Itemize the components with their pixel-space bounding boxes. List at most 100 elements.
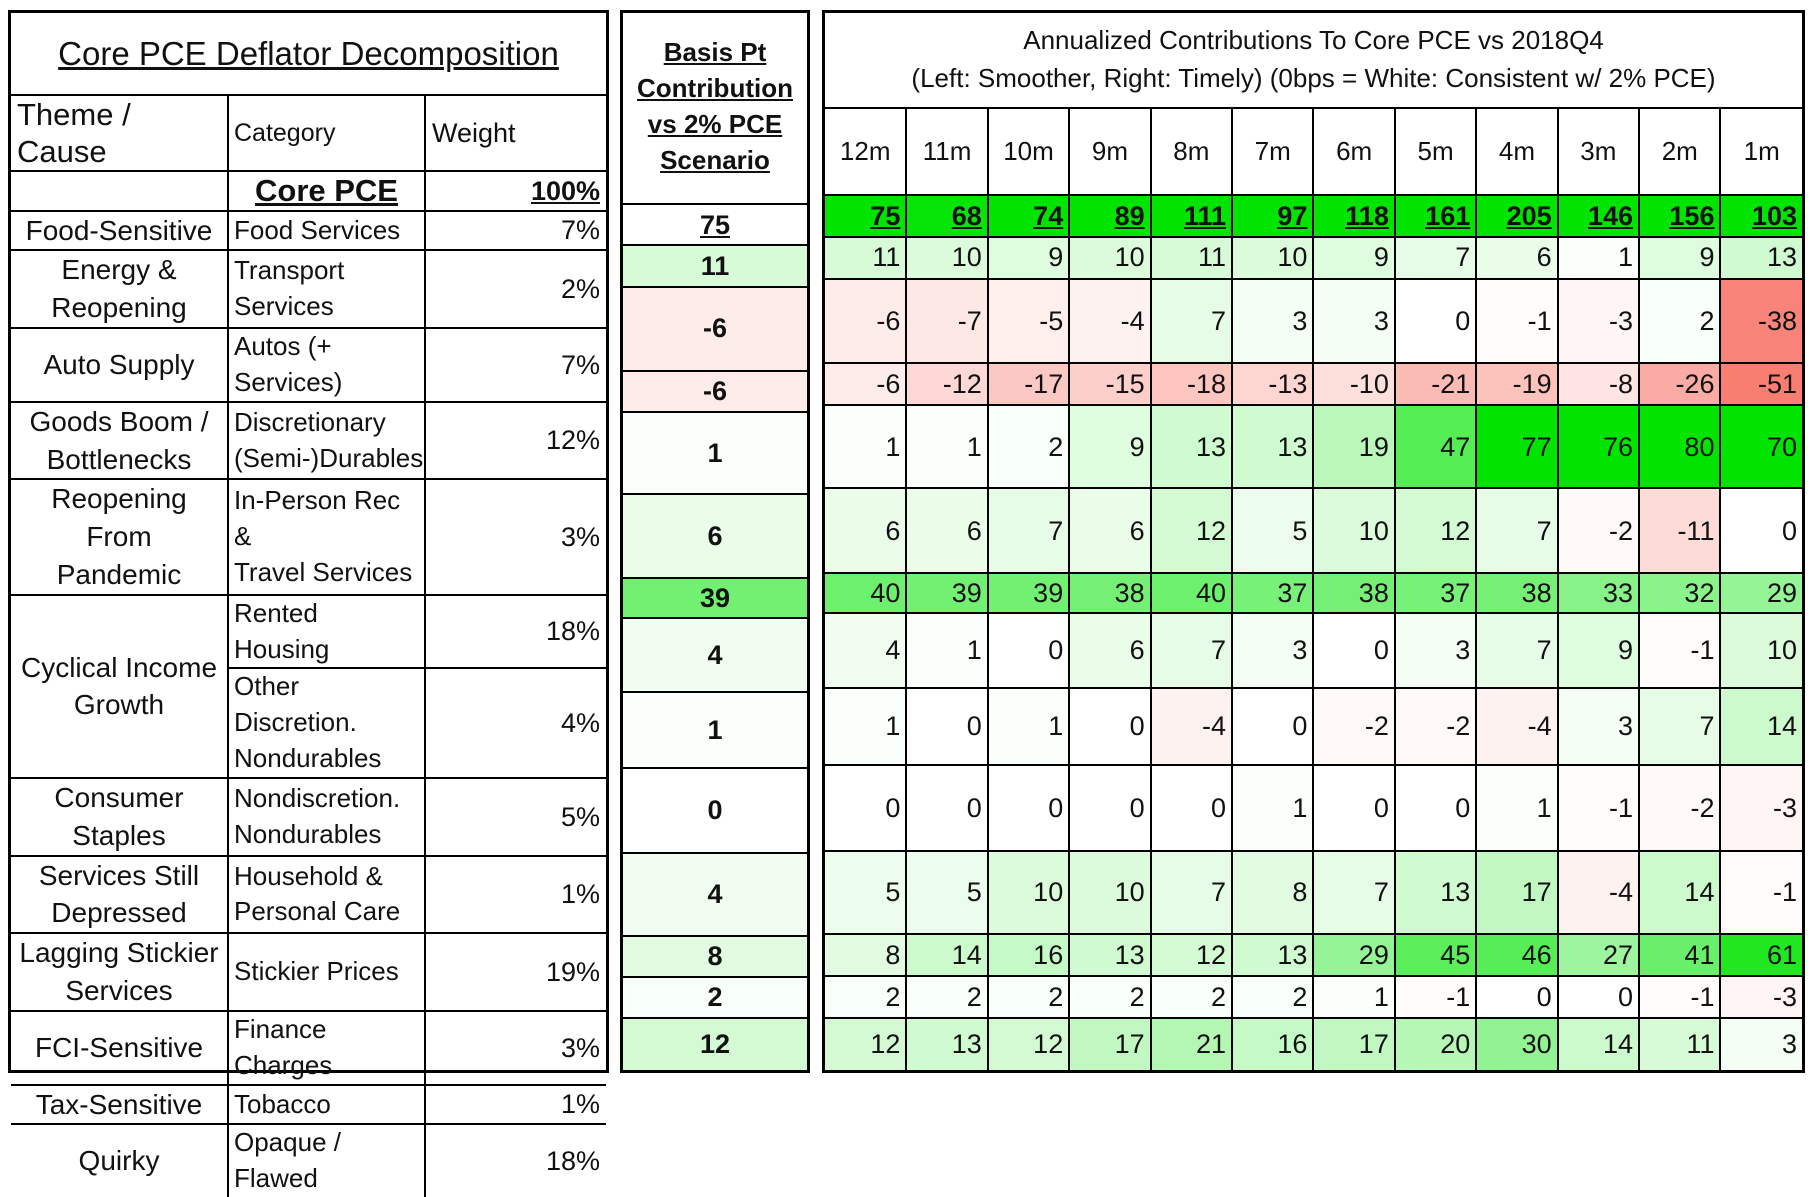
heatmap-cell: 2 <box>1068 974 1152 1019</box>
heatmap-cell: 7 <box>1149 611 1234 690</box>
table-row: Consumer Staples Nondiscretion. Nondurable… <box>11 777 606 857</box>
table-row: Other Discretion. Nondurables 4% <box>11 667 606 780</box>
core-theme-cell <box>11 170 229 212</box>
core-pce-cell: 89 <box>1068 194 1152 238</box>
basis-point-cell: 6 <box>623 493 807 580</box>
table-row: 1 <box>623 410 807 496</box>
table-row: FCI-Sensitive Finance Charges 3% <box>11 1009 606 1086</box>
category-cell: Transport Services <box>227 249 426 329</box>
category-cell: In-Person Rec & Travel Services <box>227 478 426 596</box>
category-cell: Nondiscretion. Nondurables <box>227 777 426 857</box>
theme-cell: Cyclical Income Growth <box>11 593 229 780</box>
category-line-2: Nondurables <box>234 818 382 849</box>
basis-point-table: Basis Pt Contribution vs 2% PCE Scenario… <box>623 13 807 1070</box>
heatmap-cell: 0 <box>1068 687 1152 766</box>
heatmap-cell: -2 <box>1638 763 1722 852</box>
weight-cell: 5% <box>424 777 606 857</box>
heatmap-cell: 7 <box>1638 687 1722 766</box>
heatmap-cell: 11 <box>1149 235 1234 280</box>
core-pce-cell: 111 <box>1149 194 1234 238</box>
heatmap-cell: 8 <box>825 933 908 977</box>
table-row: Tax-Sensitive Tobacco 1% <box>11 1083 606 1126</box>
core-pce-cell: 103 <box>1719 194 1802 238</box>
heatmap-cell: 37 <box>1231 572 1315 614</box>
heatmap-cell: -6 <box>825 277 908 365</box>
heatmap-cell: -1 <box>1638 974 1722 1019</box>
theme-line-2: Services <box>65 975 173 1007</box>
heatmap-cell: 3 <box>1312 277 1396 365</box>
heatmap-cell: -8 <box>1556 362 1641 406</box>
table-row: Reopening From Pandemic In-Person Rec & Tra… <box>11 478 606 596</box>
weight-cell: 3% <box>424 478 606 596</box>
heatmap-cell: 46 <box>1475 933 1559 977</box>
heatmap-cell: 30 <box>1475 1016 1559 1070</box>
basis-point-cell: -6 <box>623 285 807 372</box>
heatmap-cell: -17 <box>986 362 1071 406</box>
period-header-10m: 10m <box>986 107 1071 197</box>
heatmap-cell: 2 <box>986 403 1071 490</box>
heatmap-cell: 45 <box>1393 933 1478 977</box>
heatmap-cell: 1 <box>905 611 989 690</box>
core-pce-weight: 100% <box>424 170 606 212</box>
theme-line-2: Growth <box>73 689 165 721</box>
heatmap-cell: 10 <box>905 235 989 280</box>
heatmap-cell: 14 <box>1556 1016 1641 1070</box>
table-row: Lagging Stickier Services Stickier Prices 1… <box>11 932 606 1012</box>
weight-cell: 4% <box>424 667 606 780</box>
heatmap-cell: 16 <box>1231 1016 1315 1070</box>
core-pce-row: 75 68 74 89 111 97 118 161 205 146 156 103 <box>825 194 1802 238</box>
decomposition-labels-panel: Core PCE Deflator Decomposition Theme / … <box>8 10 609 1197</box>
annualized-title: Annualized Contributions To Core PCE vs … <box>1023 25 1604 56</box>
table-row: 8 14 16 13 12 13 29 45 46 27 41 61 <box>825 933 1802 977</box>
theme-cell: FCI-Sensitive <box>11 1009 229 1086</box>
heatmap-cell: 16 <box>986 933 1071 977</box>
heatmap-cell: 3 <box>1393 611 1478 690</box>
heatmap-cell: 6 <box>1068 611 1152 690</box>
heatmap-cell: 12 <box>1149 487 1234 575</box>
heatmap-cell: 0 <box>1556 974 1641 1019</box>
table-row: Quirky Opaque / Flawed 18% <box>11 1123 606 1197</box>
heatmap-cell: 0 <box>825 763 908 852</box>
category-line-2: Travel Services <box>234 556 413 587</box>
annualized-contributions-panel: Annualized Contributions To Core PCE vs … <box>822 10 1805 1073</box>
category-line-1: Other Discretion. <box>234 671 357 738</box>
heatmap-cell: 12 <box>1393 487 1478 575</box>
heatmap-cell: -2 <box>1556 487 1641 575</box>
heatmap-cell: -18 <box>1149 362 1234 406</box>
heatmap-cell: 0 <box>1312 611 1396 690</box>
heatmap-cell: 39 <box>986 572 1071 614</box>
weight-cell: 12% <box>424 400 606 481</box>
heatmap-cell: 13 <box>1149 403 1234 490</box>
heatmap-cell: 3 <box>1231 277 1315 365</box>
heatmap-cell: -11 <box>1638 487 1722 575</box>
heatmap-cell: -10 <box>1312 362 1396 406</box>
heatmap-cell: 10 <box>1312 487 1396 575</box>
heatmap-cell: 21 <box>1149 1016 1234 1070</box>
heatmap-cell: 7 <box>986 487 1071 575</box>
heatmap-cell: 5 <box>905 849 989 936</box>
heatmap-cell: 14 <box>905 933 989 977</box>
heatmap-cell: 1 <box>1556 235 1641 280</box>
heatmap-cell: -15 <box>1068 362 1152 406</box>
category-cell: Other Discretion. Nondurables <box>228 667 426 780</box>
basis-point-cell: 39 <box>623 577 807 619</box>
period-header-3m: 3m <box>1556 107 1641 197</box>
category-line-1: Nondiscretion. <box>234 782 401 813</box>
heatmap-cell: 6 <box>1068 487 1152 575</box>
heatmap-cell: -6 <box>825 362 908 406</box>
heatmap-cell: 29 <box>1719 572 1802 614</box>
heatmap-cell: 7 <box>1312 849 1396 936</box>
heatmap-cell: -1 <box>1638 611 1722 690</box>
weight-cell: 7% <box>424 209 606 252</box>
heatmap-cell: 0 <box>1393 763 1478 852</box>
page-title: Core PCE Deflator Decomposition <box>11 13 606 96</box>
heatmap-cell: 3 <box>1231 611 1315 690</box>
heatmap-cell: 41 <box>1638 933 1722 977</box>
heatmap-cell: 3 <box>1556 687 1641 766</box>
heatmap-cell: -12 <box>905 362 989 406</box>
core-pce-cell: 74 <box>986 194 1071 238</box>
heatmap-cell: -4 <box>1475 687 1559 766</box>
heatmap-cell: 4 <box>825 611 908 690</box>
heatmap-cell: 70 <box>1719 403 1802 490</box>
theme-cell: Energy & Reopening <box>11 249 229 329</box>
